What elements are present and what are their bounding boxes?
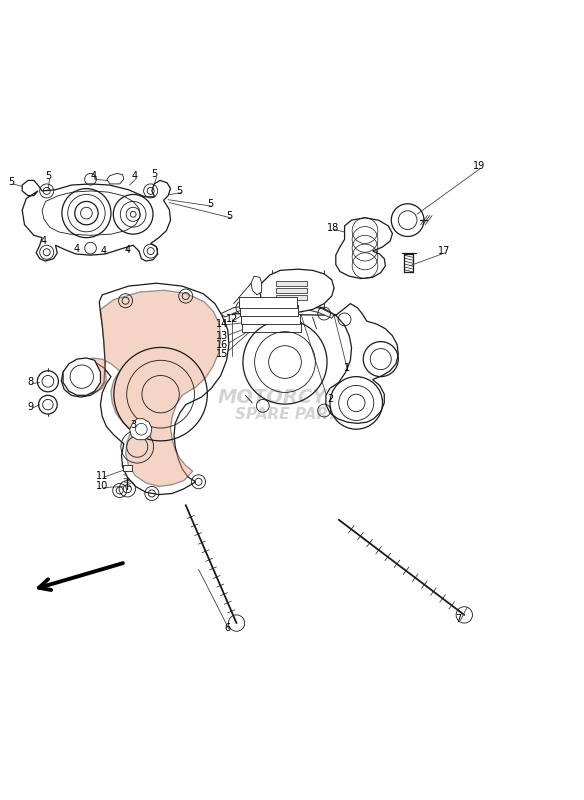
Text: 4: 4: [91, 171, 96, 182]
Polygon shape: [223, 302, 398, 423]
Text: 19: 19: [473, 162, 485, 171]
Polygon shape: [276, 295, 307, 299]
Text: 5: 5: [45, 171, 51, 182]
Polygon shape: [22, 181, 171, 261]
Polygon shape: [251, 276, 262, 295]
Polygon shape: [42, 191, 140, 235]
Text: 13: 13: [216, 330, 228, 341]
Text: 12: 12: [226, 314, 239, 325]
Polygon shape: [123, 466, 132, 471]
Polygon shape: [241, 314, 300, 324]
Text: 4: 4: [101, 246, 107, 256]
Text: 4: 4: [131, 171, 137, 182]
Text: 6: 6: [225, 622, 231, 633]
Text: MOTORCYCLE: MOTORCYCLE: [218, 387, 366, 406]
Polygon shape: [242, 322, 301, 332]
Polygon shape: [61, 283, 229, 494]
Text: 7: 7: [456, 614, 461, 624]
Text: 1: 1: [345, 363, 350, 373]
Polygon shape: [336, 218, 392, 278]
Text: 4: 4: [74, 244, 80, 254]
Polygon shape: [107, 174, 124, 184]
Polygon shape: [276, 281, 307, 286]
Polygon shape: [239, 298, 297, 308]
Text: 5: 5: [176, 186, 182, 196]
Polygon shape: [221, 303, 334, 318]
Text: 18: 18: [327, 222, 339, 233]
Text: 5: 5: [226, 211, 232, 221]
Polygon shape: [63, 358, 100, 395]
Text: 4: 4: [124, 245, 130, 255]
Text: 17: 17: [437, 246, 450, 256]
Text: 14: 14: [216, 319, 228, 329]
Polygon shape: [75, 290, 221, 486]
Text: 16: 16: [216, 340, 228, 350]
Text: 5: 5: [9, 177, 15, 186]
Text: 4: 4: [41, 236, 47, 246]
Text: 11: 11: [96, 471, 108, 481]
Text: 2: 2: [327, 394, 333, 404]
Text: 3: 3: [130, 420, 136, 430]
Text: 8: 8: [27, 378, 33, 387]
Polygon shape: [276, 288, 307, 293]
Polygon shape: [130, 418, 152, 440]
Polygon shape: [260, 269, 334, 313]
Polygon shape: [240, 306, 298, 316]
Text: 15: 15: [215, 350, 228, 359]
Text: 5: 5: [207, 198, 213, 209]
Text: 10: 10: [96, 481, 108, 491]
Text: 5: 5: [152, 169, 158, 179]
Text: 9: 9: [27, 402, 33, 412]
Text: SPARE PARTS: SPARE PARTS: [235, 407, 349, 422]
